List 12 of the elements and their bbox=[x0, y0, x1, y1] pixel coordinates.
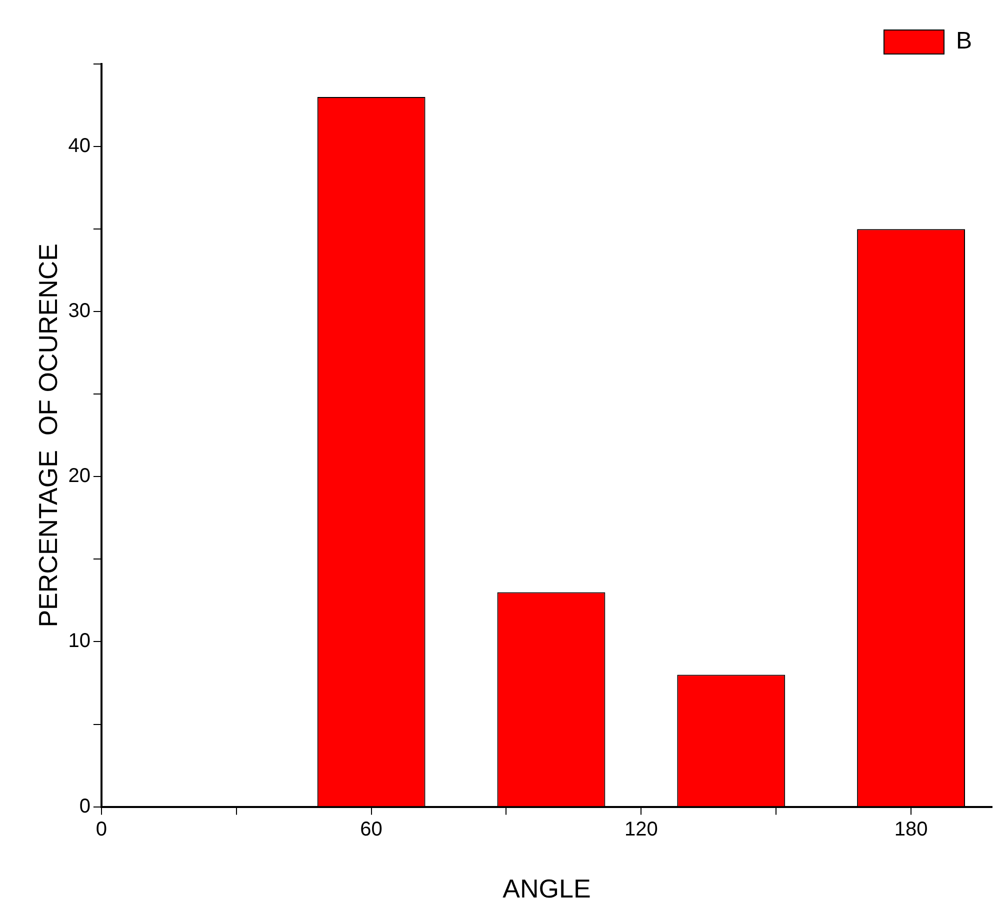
y-tick-label: 20 bbox=[68, 465, 90, 488]
x-axis-title: ANGLE bbox=[502, 874, 591, 904]
legend-label: B bbox=[956, 28, 972, 55]
y-tick-label: 10 bbox=[68, 630, 90, 652]
y-tick-label: 30 bbox=[68, 300, 90, 322]
x-tick-label: 0 bbox=[96, 818, 108, 840]
x-tick-label: 60 bbox=[360, 818, 382, 840]
y-tick-label: 0 bbox=[79, 795, 90, 818]
x-tick-label: 120 bbox=[624, 818, 658, 840]
y-tick-label: 40 bbox=[68, 135, 90, 158]
y-axis-title: PERCENTAGE OF OCURENCE bbox=[32, 244, 63, 628]
x-tick-label: 180 bbox=[894, 818, 928, 840]
